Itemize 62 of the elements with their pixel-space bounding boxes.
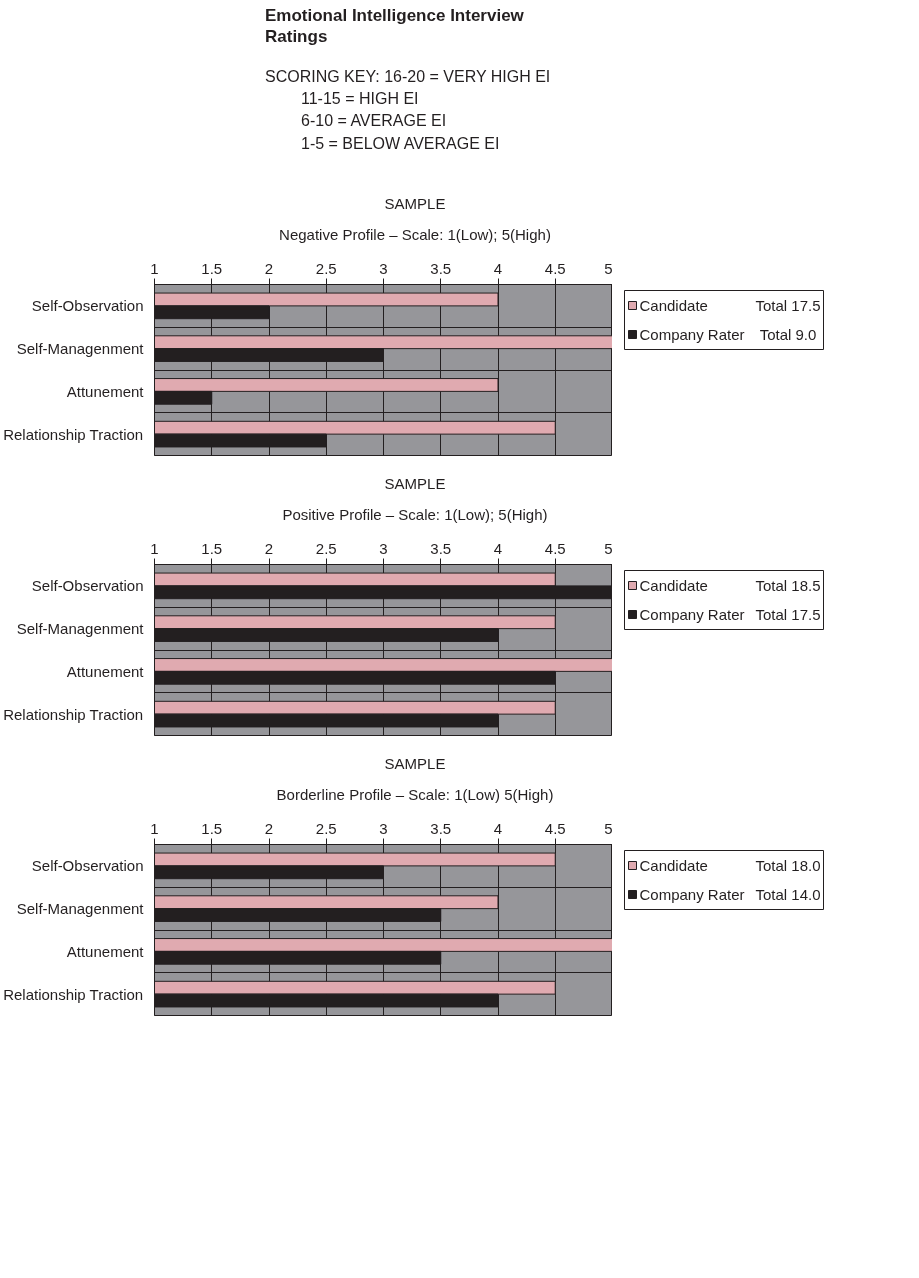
text: Total 9.0 (759, 326, 817, 343)
x-tick-label: 2 (264, 259, 274, 277)
y-tick-label: Attunement (66, 662, 145, 680)
x-tick-label: 5 (604, 819, 613, 837)
y-tick-label: Relationship Traction (3, 985, 144, 1003)
x-tick-label: 1.5 (201, 259, 223, 277)
y-tick-label: Self-Observation (31, 857, 144, 875)
x-tick-label: 3 (379, 259, 388, 277)
text: Emotional Intelligence Interview Ratings (265, 5, 525, 48)
legend-label: Candidate (639, 857, 708, 874)
x-tick-label: 4 (493, 539, 503, 557)
y-tick-label: Attunement (66, 942, 145, 960)
text: Total 14.0 (755, 886, 821, 903)
x-tick-label: 4.5 (544, 539, 566, 557)
x-tick-label: 1.5 (201, 539, 223, 557)
legend-label: Candidate (639, 577, 708, 594)
text: Total 18.0 (755, 857, 821, 874)
x-tick-label: 5 (604, 259, 613, 277)
text: 1-5 = BELOW AVERAGE EI (301, 133, 501, 154)
y-tick-label: Self-Observation (31, 297, 144, 315)
chart-title: SAMPLE (383, 754, 447, 774)
x-tick-label: 3 (379, 539, 388, 557)
x-tick-label: 3.5 (430, 259, 452, 277)
chart-subtitle: Negative Profile – Scale: 1(Low); 5(High) (278, 225, 552, 246)
y-tick-label: Self-Managenment (16, 340, 145, 358)
chart-title: SAMPLE (383, 474, 447, 494)
text: Total 18.5 (755, 577, 821, 594)
x-tick-label: 4.5 (544, 259, 566, 277)
x-tick-label: 2 (264, 539, 274, 557)
text: Total 17.5 (755, 297, 821, 314)
x-tick-label: 3 (379, 819, 388, 837)
y-tick-label: Relationship Traction (3, 705, 144, 723)
legend-label: Candidate (639, 297, 708, 314)
x-tick-label: 5 (604, 539, 613, 557)
chart-subtitle: Borderline Profile – Scale: 1(Low) 5(High) (275, 785, 555, 806)
x-tick-label: 4 (493, 819, 503, 837)
y-tick-label: Attunement (66, 382, 145, 400)
text: 11-15 = HIGH EI (301, 88, 420, 109)
x-tick-label: 1 (150, 819, 159, 837)
text: SCORING KEY: 16-20 = VERY HIGH EI (265, 66, 552, 87)
legend-label: Company Rater (639, 326, 745, 343)
legend-label: Company Rater (639, 886, 745, 903)
x-tick-label: 2.5 (315, 539, 337, 557)
y-tick-label: Self-Managenment (16, 900, 145, 918)
x-tick-label: 1 (150, 539, 159, 557)
chart-subtitle: Positive Profile – Scale: 1(Low); 5(High) (281, 505, 549, 526)
y-tick-label: Relationship Traction (3, 425, 144, 443)
x-tick-label: 4 (493, 259, 503, 277)
x-tick-label: 3.5 (430, 539, 452, 557)
y-tick-label: Self-Managenment (16, 620, 145, 638)
x-tick-label: 1 (150, 259, 159, 277)
x-tick-label: 2.5 (315, 259, 337, 277)
text: Total 17.5 (755, 606, 821, 623)
x-tick-label: 1.5 (201, 819, 223, 837)
legend-label: Company Rater (639, 606, 745, 623)
chart-title: SAMPLE (383, 194, 447, 214)
x-tick-label: 2.5 (315, 819, 337, 837)
x-tick-label: 2 (264, 819, 274, 837)
x-tick-label: 3.5 (430, 819, 452, 837)
x-tick-label: 4.5 (544, 819, 566, 837)
y-tick-label: Self-Observation (31, 577, 144, 595)
text: 6-10 = AVERAGE EI (301, 111, 448, 132)
